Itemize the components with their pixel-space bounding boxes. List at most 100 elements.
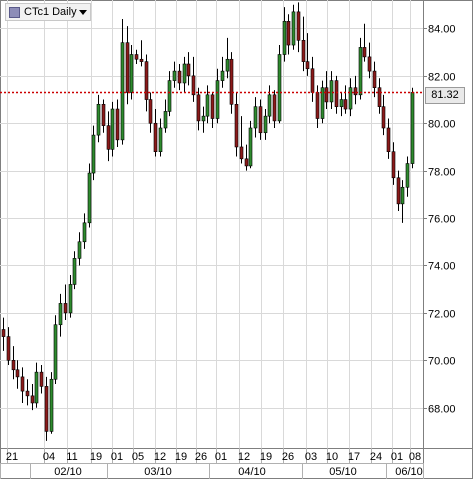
candle (377, 78, 382, 114)
candle-body (177, 70, 182, 84)
candle (263, 109, 268, 140)
candle (120, 18, 125, 145)
candle (353, 75, 358, 105)
candle (386, 118, 391, 159)
x-day-label: 24 (370, 451, 382, 463)
candle (410, 87, 415, 169)
last-price-tag: 81.32 (425, 87, 465, 104)
candle-body (272, 94, 277, 122)
candle-body (353, 87, 358, 96)
candle-body (358, 47, 363, 96)
x-day-label: 01 (111, 451, 123, 463)
candle (153, 109, 158, 157)
candle (391, 142, 396, 185)
candle (91, 125, 96, 181)
x-month-label: 02/10 (54, 466, 82, 478)
candle (220, 56, 225, 88)
x-day-label: 01 (391, 451, 403, 463)
candle (315, 85, 320, 128)
candles-group (1, 2, 415, 441)
candle-body (315, 92, 320, 119)
x-month-label: 04/10 (238, 466, 266, 478)
candle-body (72, 258, 77, 285)
candle-body (120, 42, 125, 141)
candle-body (220, 70, 225, 81)
candle (286, 14, 291, 55)
candle-body (20, 376, 25, 392)
y-tick-label: 68.00 (428, 404, 456, 416)
candle (134, 49, 139, 64)
y-tick-label: 76.00 (428, 214, 456, 226)
candle-body (77, 241, 82, 259)
candle-body (258, 106, 263, 134)
candle-body (49, 378, 54, 432)
candle-body (396, 177, 401, 205)
candle-body (11, 359, 16, 371)
x-day-label: 04 (43, 451, 55, 463)
candle-body (44, 386, 49, 432)
candle (372, 61, 377, 98)
y-axis: 68.00 70.00 72.00 74.00 76.00 78.00 80.00 82.00… (423, 0, 456, 479)
candle-body (305, 61, 310, 70)
x-month-label: 05/10 (329, 466, 357, 478)
candle (34, 362, 39, 408)
candle-body (286, 21, 291, 46)
candle-body (87, 172, 92, 224)
x-day-label: 12 (238, 451, 250, 463)
candle-body (377, 87, 382, 107)
candle (172, 61, 177, 88)
y-tick-label: 78.00 (428, 167, 456, 179)
candle-body (329, 80, 334, 103)
candle (15, 360, 20, 389)
y-tick-label: 72.00 (428, 309, 456, 321)
candle-body (277, 54, 282, 122)
candle (115, 99, 120, 147)
candle (405, 156, 410, 197)
instrument-selector[interactable]: CTc1 Daily (5, 3, 91, 21)
candle-body (167, 80, 172, 112)
x-day-label: 03 (305, 451, 317, 463)
x-day-label: 12 (154, 451, 166, 463)
candle-body (234, 103, 239, 148)
candle (267, 85, 272, 124)
candle-body (182, 63, 187, 84)
y-tick-label: 70.00 (428, 356, 456, 368)
chevron-down-icon[interactable] (78, 9, 87, 15)
candle (329, 71, 334, 110)
candle (186, 52, 191, 86)
y-tick-label: 74.00 (428, 261, 456, 273)
candle-body (191, 75, 196, 96)
candle (234, 92, 239, 157)
candle-body (348, 87, 353, 110)
candle-body (400, 186, 405, 205)
candle-body (96, 103, 101, 136)
candle-body (144, 61, 149, 100)
candle (39, 365, 44, 394)
candle (358, 37, 363, 100)
candle (72, 251, 77, 290)
x-month-label: 03/10 (144, 466, 172, 478)
x-day-label: 17 (348, 451, 360, 463)
candle-body (91, 134, 96, 174)
candle-body (1, 329, 6, 337)
candle-body (106, 125, 111, 150)
x-day-label: 19 (175, 451, 187, 463)
candle-body (30, 395, 35, 404)
candle-body (291, 11, 296, 46)
candle-body (386, 127, 391, 153)
candle-body (381, 106, 386, 129)
candle-body (153, 122, 158, 153)
candle (139, 40, 144, 67)
candle-body (244, 158, 249, 167)
candle (291, 4, 296, 50)
x-day-label: 08 (409, 451, 421, 463)
candle-body (210, 94, 215, 119)
candle-body (110, 108, 115, 150)
candle (215, 68, 220, 124)
candle-body (6, 336, 11, 361)
candle (348, 78, 353, 117)
candle-body (148, 99, 153, 124)
candle-body (263, 115, 268, 134)
